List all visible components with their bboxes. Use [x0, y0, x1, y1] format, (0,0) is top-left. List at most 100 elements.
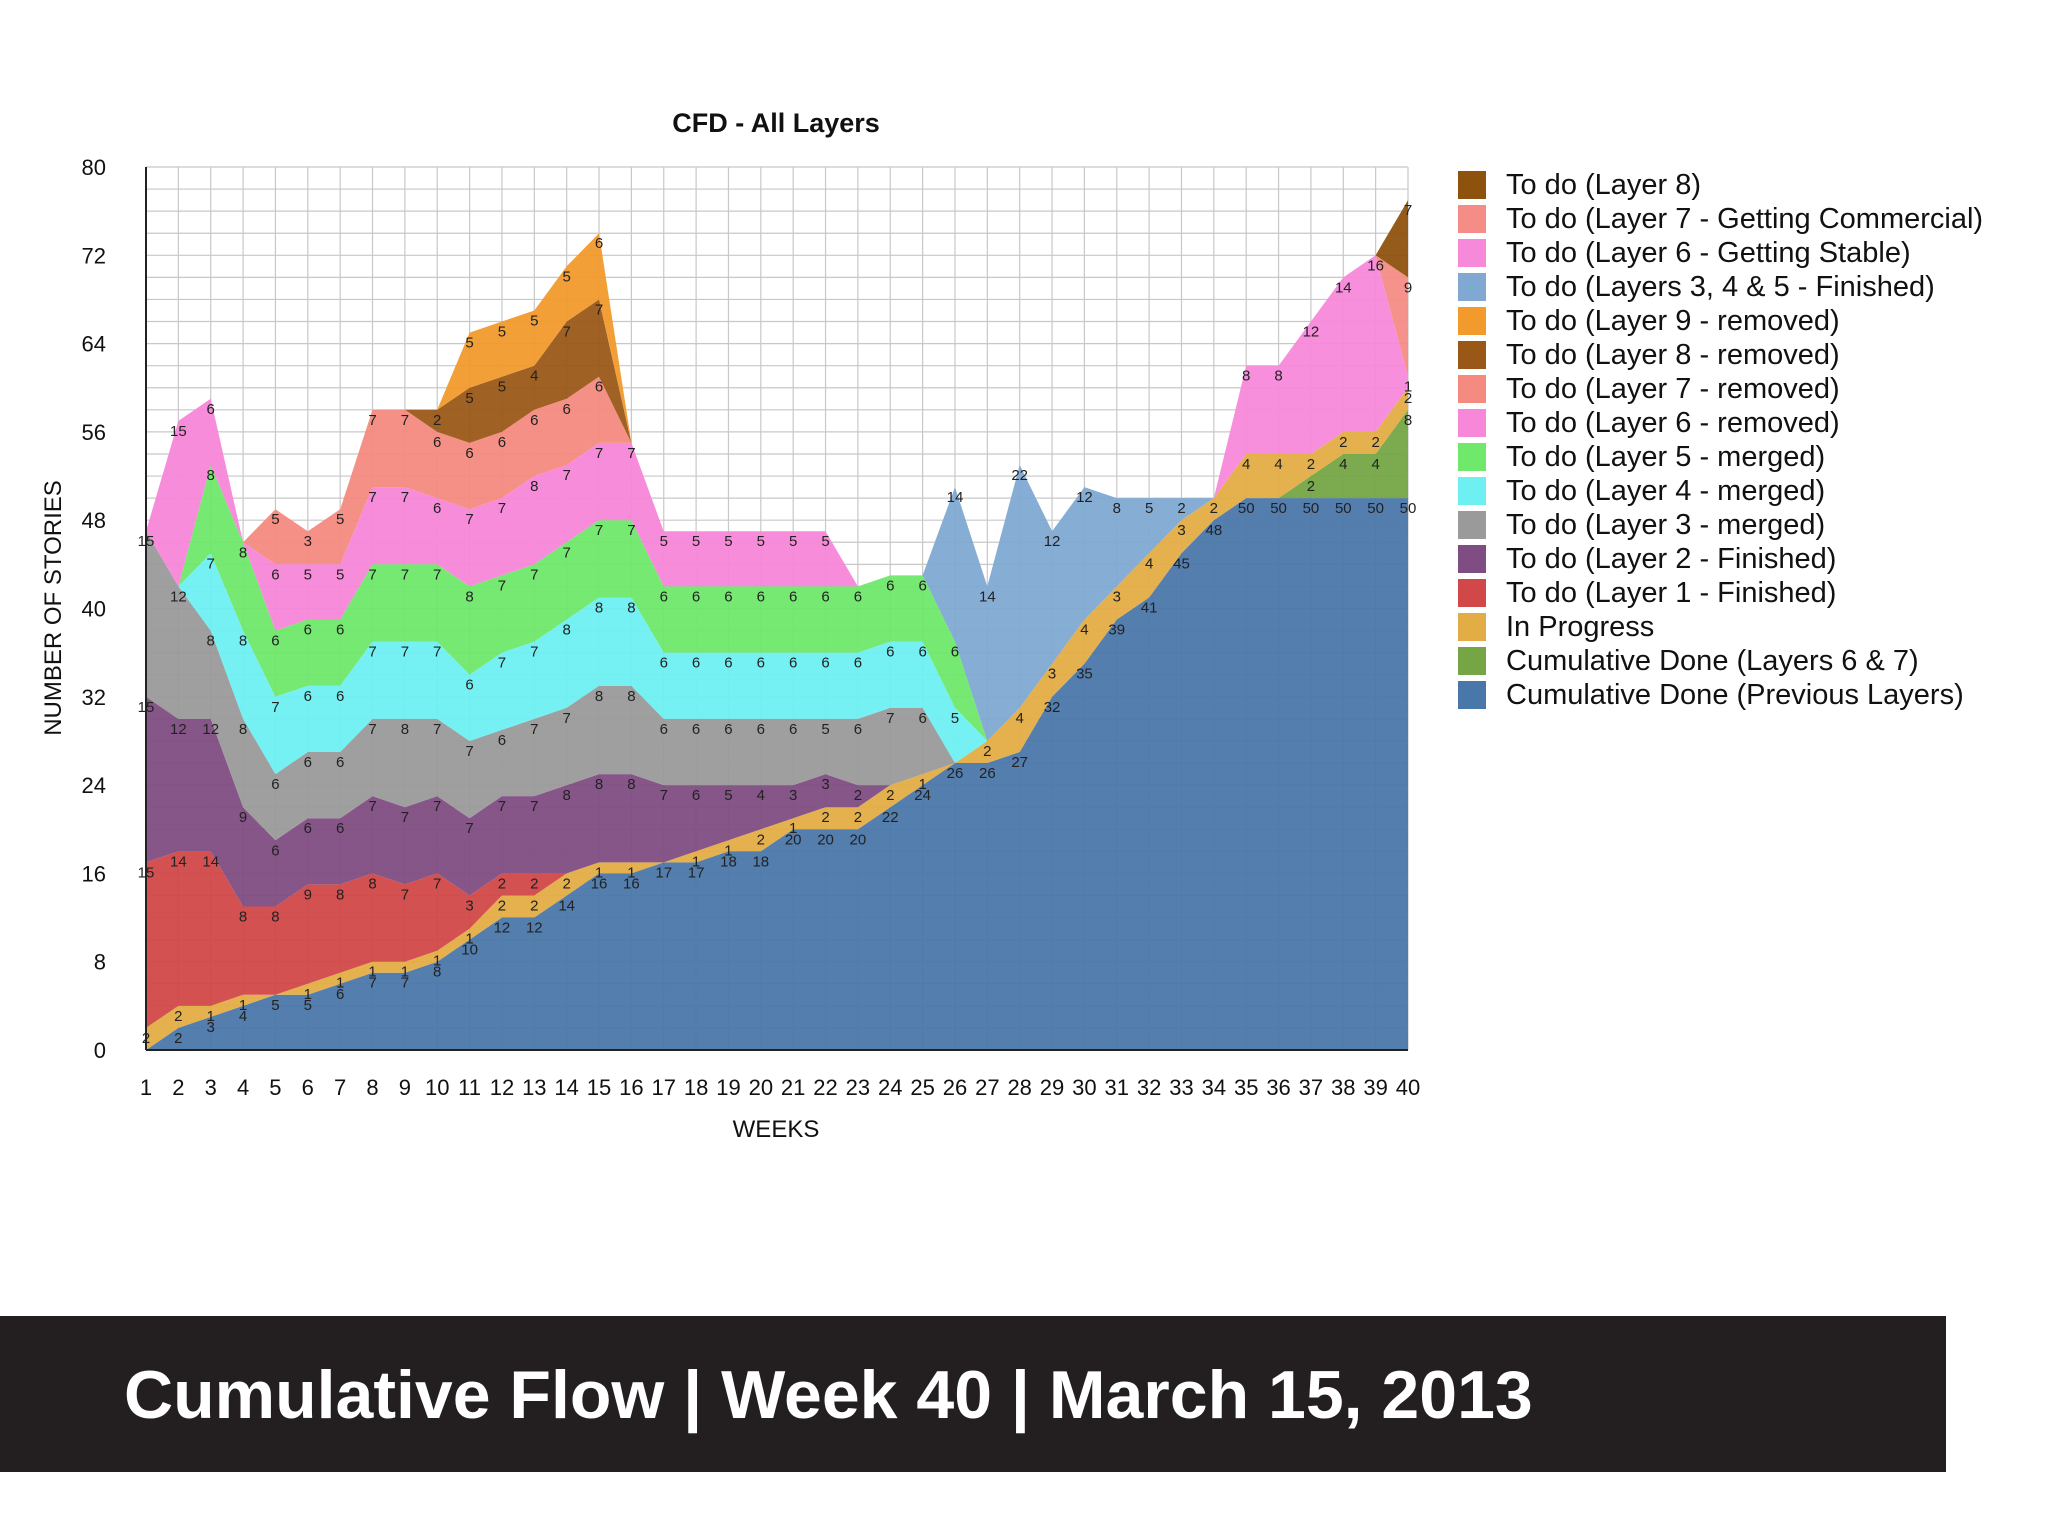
data-label: 7	[595, 445, 603, 462]
data-label: 7	[498, 655, 506, 672]
data-label: 2	[1307, 478, 1315, 495]
data-label: 6	[271, 776, 279, 793]
data-label: 7	[530, 798, 538, 815]
data-label: 15	[170, 423, 187, 440]
legend-swatch	[1458, 205, 1486, 233]
y-tick-label: 64	[82, 332, 106, 357]
data-label: 7	[595, 522, 603, 539]
chart-legend: To do (Layer 8) To do (Layer 7 - Getting …	[1458, 168, 1983, 712]
y-tick-label: 32	[82, 685, 106, 710]
data-label: 7	[368, 721, 376, 738]
x-tick-label: 27	[975, 1075, 999, 1100]
data-label: 8	[368, 875, 376, 892]
x-tick-label: 7	[334, 1075, 346, 1100]
data-label: 5	[336, 566, 344, 583]
data-label: 7	[433, 721, 441, 738]
x-tick-label: 32	[1137, 1075, 1161, 1100]
legend-label: Cumulative Done (Layers 6 & 7)	[1506, 644, 1919, 677]
data-label: 6	[465, 445, 473, 462]
data-label: 5	[821, 533, 829, 550]
data-label: 5	[498, 324, 506, 341]
data-label: 14	[1335, 279, 1352, 296]
data-label: 8	[433, 964, 441, 981]
legend-swatch	[1458, 545, 1486, 573]
legend-swatch	[1458, 613, 1486, 641]
data-label: 1	[465, 931, 473, 948]
area-to-do-layer-8-removed	[146, 299, 1408, 741]
data-label: 5	[304, 566, 312, 583]
data-label: 7	[465, 820, 473, 837]
data-label: 4	[1145, 555, 1153, 572]
data-label: 1	[595, 864, 603, 881]
data-label: 7	[562, 467, 570, 484]
data-label: 6	[660, 655, 668, 672]
legend-label: To do (Layer 5 - merged)	[1506, 440, 1826, 473]
data-label: 3	[465, 897, 473, 914]
legend-swatch	[1458, 443, 1486, 471]
data-label: 1	[1404, 379, 1412, 396]
data-label: 7	[465, 743, 473, 760]
data-label: 7	[530, 566, 538, 583]
data-label: 2	[886, 787, 894, 804]
data-label: 6	[757, 721, 765, 738]
data-label: 7	[368, 798, 376, 815]
data-label: 17	[655, 864, 672, 881]
data-label: 3	[304, 533, 312, 550]
data-label: 2	[498, 897, 506, 914]
data-label: 7	[433, 798, 441, 815]
legend-item: Cumulative Done (Layers 6 & 7)	[1458, 644, 1983, 678]
data-label: 6	[789, 588, 797, 605]
x-tick-label: 20	[749, 1075, 773, 1100]
data-label: 1	[627, 864, 635, 881]
data-label: 2	[530, 875, 538, 892]
x-tick-label: 16	[619, 1075, 643, 1100]
data-label: 5	[465, 390, 473, 407]
area-in-progress	[146, 387, 1408, 1050]
data-label: 7	[401, 412, 409, 429]
data-label: 2	[530, 897, 538, 914]
x-tick-label: 39	[1363, 1075, 1387, 1100]
data-label: 1	[692, 853, 700, 870]
legend-label: To do (Layer 2 - Finished)	[1506, 542, 1837, 575]
data-label: 8	[627, 776, 635, 793]
data-label: 8	[239, 633, 247, 650]
data-label: 7	[562, 710, 570, 727]
legend-item: To do (Layer 4 - merged)	[1458, 474, 1983, 508]
legend-item: To do (Layer 8)	[1458, 168, 1983, 202]
data-label: 14	[947, 489, 964, 506]
data-label: 48	[1206, 522, 1223, 539]
data-label: 20	[850, 831, 867, 848]
data-label: 1	[304, 986, 312, 1003]
data-label: 1	[368, 964, 376, 981]
data-label: 6	[433, 434, 441, 451]
data-label: 6	[336, 688, 344, 705]
x-tick-label: 34	[1202, 1075, 1226, 1100]
data-label: 4	[1371, 456, 1379, 473]
data-label: 6	[595, 379, 603, 396]
data-label: 12	[494, 920, 511, 937]
data-label: 2	[433, 412, 441, 429]
data-label: 7	[627, 522, 635, 539]
area-cumulative-done-previous-layers	[146, 498, 1408, 1051]
data-label: 5	[724, 787, 732, 804]
data-label: 6	[821, 588, 829, 605]
x-tick-label: 19	[716, 1075, 740, 1100]
data-label: 4	[1080, 622, 1088, 639]
data-label: 16	[623, 875, 640, 892]
legend-swatch	[1458, 239, 1486, 267]
data-label: 7	[368, 566, 376, 583]
data-label: 7	[1404, 202, 1412, 219]
data-label: 5	[530, 312, 538, 329]
data-label: 7	[595, 301, 603, 318]
data-label: 5	[304, 997, 312, 1014]
x-tick-label: 9	[399, 1075, 411, 1100]
data-label: 6	[789, 655, 797, 672]
data-label: 7	[401, 566, 409, 583]
legend-item: To do (Layer 7 - removed)	[1458, 372, 1983, 406]
data-label: 8	[562, 622, 570, 639]
x-tick-label: 26	[943, 1075, 967, 1100]
data-label: 8	[465, 588, 473, 605]
data-label: 7	[433, 875, 441, 892]
data-label: 6	[854, 721, 862, 738]
